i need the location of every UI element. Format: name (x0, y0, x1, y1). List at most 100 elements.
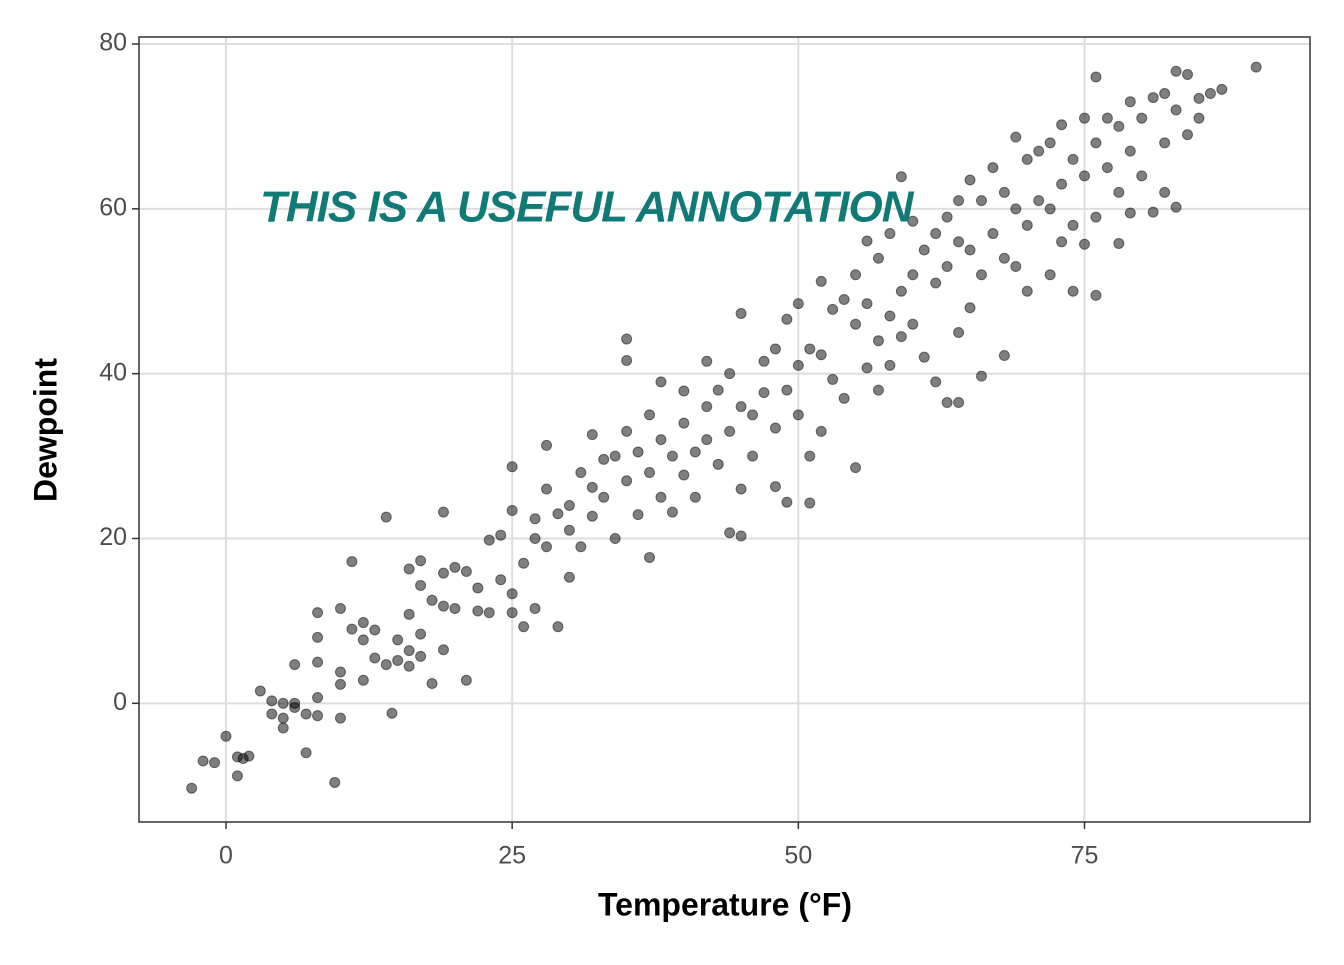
point (850, 462, 862, 474)
point (1067, 153, 1079, 165)
point (197, 755, 209, 767)
point (998, 186, 1010, 198)
point (953, 326, 965, 338)
point (1067, 219, 1079, 231)
point (266, 708, 278, 720)
point (895, 331, 907, 343)
point (1021, 219, 1033, 231)
point (1170, 201, 1182, 213)
point (781, 384, 793, 396)
x-tick-label: 0 (219, 842, 233, 870)
y-tick-label: 0 (113, 688, 127, 716)
point (1204, 87, 1216, 99)
y-tick-label: 60 (99, 193, 127, 221)
point (563, 500, 575, 512)
point (724, 368, 736, 380)
point (518, 557, 530, 569)
point (392, 634, 404, 646)
point (861, 362, 873, 374)
point (1170, 65, 1182, 77)
point (621, 425, 633, 437)
point (1124, 207, 1136, 219)
point (209, 757, 221, 769)
point (518, 621, 530, 633)
point (1044, 137, 1056, 149)
point (529, 532, 541, 544)
point (300, 708, 312, 720)
point (872, 252, 884, 264)
point (541, 541, 553, 553)
point (769, 422, 781, 434)
point (918, 244, 930, 256)
point (930, 228, 942, 240)
point (380, 511, 392, 523)
point (552, 621, 564, 633)
point (529, 603, 541, 615)
point (506, 607, 518, 619)
y-axis-title: Dewpoint (27, 358, 63, 502)
point (975, 370, 987, 382)
point (861, 298, 873, 310)
point (312, 631, 324, 643)
point (357, 617, 369, 629)
point (1113, 237, 1125, 249)
point (815, 425, 827, 437)
point (1044, 203, 1056, 215)
point (334, 603, 346, 615)
point (380, 659, 392, 671)
point (437, 644, 449, 656)
point (277, 722, 289, 734)
point (403, 563, 415, 575)
point (392, 654, 404, 666)
point (1159, 87, 1171, 99)
point (747, 450, 759, 462)
point (541, 483, 553, 495)
point (369, 624, 381, 636)
point (289, 697, 301, 709)
point (735, 401, 747, 413)
point (495, 574, 507, 586)
point (1056, 236, 1068, 248)
point (872, 335, 884, 347)
point (953, 195, 965, 207)
point (277, 712, 289, 724)
point (586, 429, 598, 441)
point (644, 409, 656, 421)
point (483, 534, 495, 546)
point (1124, 145, 1136, 157)
point (1033, 195, 1045, 207)
point (964, 174, 976, 186)
point (460, 565, 472, 577)
point (506, 504, 518, 516)
point (312, 710, 324, 722)
point (483, 607, 495, 619)
point (449, 561, 461, 573)
point (907, 215, 919, 227)
point (575, 541, 587, 553)
point (895, 285, 907, 297)
point (437, 506, 449, 518)
point (1216, 83, 1228, 95)
grid (139, 37, 1310, 822)
x-tick-label: 50 (784, 842, 812, 870)
point (895, 171, 907, 183)
point (415, 628, 427, 640)
point (621, 475, 633, 487)
x-tick-label: 25 (498, 842, 526, 870)
point (1010, 131, 1022, 143)
point (1136, 112, 1148, 124)
point (884, 310, 896, 322)
point (975, 269, 987, 281)
point (460, 674, 472, 686)
point (334, 666, 346, 678)
point (437, 567, 449, 579)
point (998, 252, 1010, 264)
point (655, 376, 667, 388)
point (689, 446, 701, 458)
point (312, 692, 324, 704)
point (1101, 162, 1113, 174)
point (300, 747, 312, 759)
point (609, 532, 621, 544)
point (334, 712, 346, 724)
point (953, 236, 965, 248)
